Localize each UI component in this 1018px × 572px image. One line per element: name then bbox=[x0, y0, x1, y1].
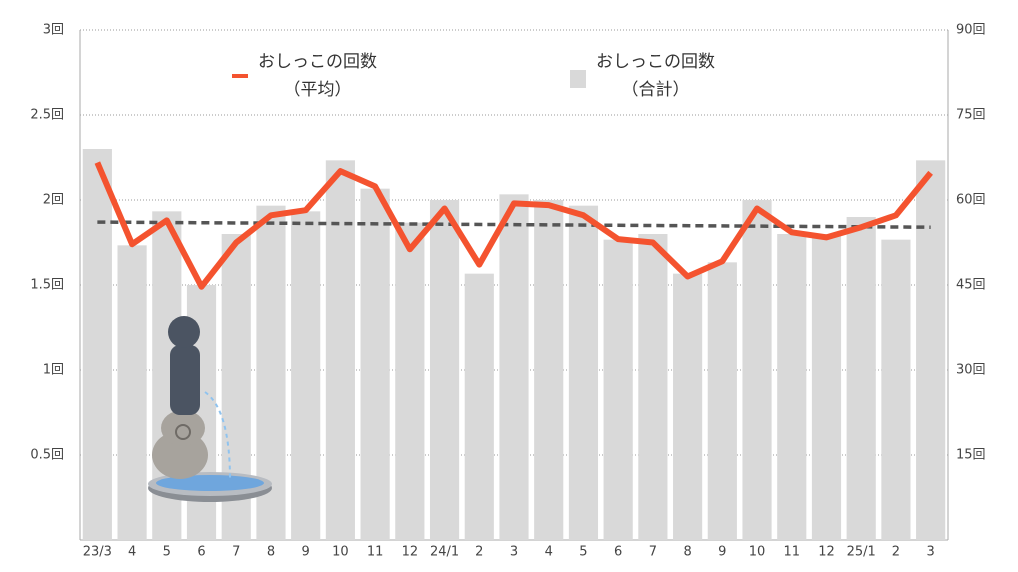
x-tick-label: 3 bbox=[510, 545, 518, 560]
bar bbox=[429, 200, 460, 540]
bar bbox=[777, 234, 807, 540]
bar bbox=[291, 211, 321, 541]
y-tick-label: 0.5回 bbox=[30, 448, 64, 463]
y2-tick-label: 75回 bbox=[956, 108, 986, 123]
y-tick-label: 2.5回 bbox=[30, 108, 64, 123]
x-tick-label: 4 bbox=[128, 545, 136, 560]
x-tick-label: 6 bbox=[614, 545, 622, 560]
bar bbox=[603, 239, 633, 540]
x-tick-label: 2 bbox=[892, 545, 900, 560]
bar bbox=[673, 273, 703, 540]
x-tick-label: 2 bbox=[475, 545, 483, 560]
bar bbox=[881, 239, 911, 540]
line bbox=[94, 161, 933, 290]
x-tick-label: 8 bbox=[683, 545, 691, 560]
y2-tick-label: 15回 bbox=[956, 448, 986, 463]
x-tick-label: 7 bbox=[649, 545, 657, 560]
x-tick-label: 6 bbox=[197, 545, 205, 560]
bar bbox=[811, 234, 842, 540]
bar bbox=[916, 160, 946, 541]
bar bbox=[534, 200, 564, 540]
x-tick-label: 10 bbox=[332, 545, 349, 560]
legend-swatch bbox=[232, 74, 248, 78]
bar bbox=[638, 234, 668, 540]
legend-label: おしっこの回数 （合計） bbox=[596, 52, 715, 100]
x-tick-label: 12 bbox=[818, 545, 835, 560]
x-tick-label: 3 bbox=[926, 545, 934, 560]
y-tick-label: 1.5回 bbox=[30, 278, 64, 293]
x-tick-label: 23/3 bbox=[83, 545, 112, 560]
y2-tick-label: 45回 bbox=[956, 278, 986, 293]
y2-tick-label: 60回 bbox=[956, 193, 986, 208]
x-tick-label: 7 bbox=[232, 545, 240, 560]
x-tick-label: 9 bbox=[302, 545, 310, 560]
bar bbox=[568, 205, 599, 540]
bar bbox=[117, 245, 147, 541]
x-tick-label: 10 bbox=[749, 545, 766, 560]
x-tick-label: 5 bbox=[163, 545, 171, 560]
x-tick-label: 11 bbox=[783, 545, 800, 560]
y-tick-label: 3回 bbox=[43, 23, 64, 38]
x-tick-label: 25/1 bbox=[847, 545, 876, 560]
bar bbox=[499, 194, 529, 541]
bar bbox=[325, 160, 355, 541]
bar bbox=[464, 273, 494, 540]
x-tick-label: 12 bbox=[402, 545, 419, 560]
legend-label: おしっこの回数 （平均） bbox=[258, 52, 377, 100]
x-tick-label: 24/1 bbox=[430, 545, 459, 560]
bar bbox=[846, 217, 876, 540]
y2-tick-label: 90回 bbox=[956, 23, 986, 38]
bar bbox=[707, 262, 737, 540]
illustration bbox=[148, 316, 272, 502]
bar bbox=[395, 222, 425, 540]
x-tick-label: 8 bbox=[267, 545, 275, 560]
x-tick-label: 9 bbox=[718, 545, 726, 560]
x-tick-label: 11 bbox=[367, 545, 384, 560]
x-tick-label: 5 bbox=[579, 545, 587, 560]
y-tick-label: 2回 bbox=[43, 193, 64, 208]
y2-tick-label: 30回 bbox=[956, 363, 986, 378]
x-tick-label: 4 bbox=[545, 545, 553, 560]
trend-line bbox=[97, 220, 931, 229]
bar bbox=[360, 188, 390, 540]
legend-swatch bbox=[570, 70, 586, 88]
bar bbox=[742, 200, 772, 540]
y-tick-label: 1回 bbox=[43, 363, 64, 378]
bar bbox=[82, 149, 112, 540]
